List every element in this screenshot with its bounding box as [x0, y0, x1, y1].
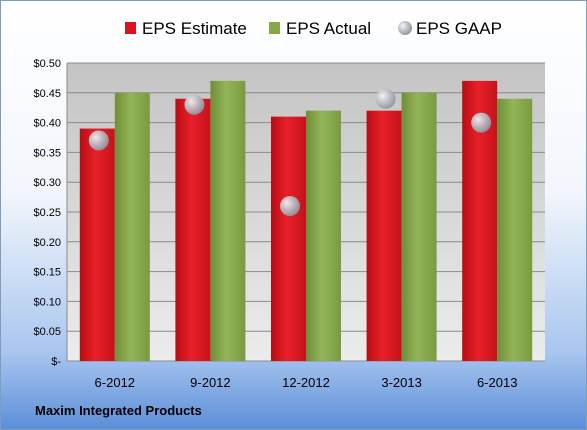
bar-eps-actual	[114, 92, 150, 362]
bar-eps-actual	[497, 98, 533, 361]
legend-swatch	[269, 22, 280, 34]
y-tick-label: $0.45	[33, 88, 61, 100]
point-eps-gaap	[184, 94, 205, 115]
bar-eps-estimate	[175, 98, 211, 361]
legend-label: EPS GAAP	[416, 19, 502, 38]
bars	[79, 80, 533, 362]
bar-eps-estimate	[366, 110, 402, 362]
y-tick-label: $0.20	[33, 237, 61, 249]
x-tick-label: 3-2013	[381, 375, 421, 390]
point-eps-gaap	[88, 130, 109, 151]
y-tick-label: $0.35	[33, 147, 61, 159]
gaap-points	[88, 88, 492, 217]
y-tick-label: $0.25	[33, 207, 61, 219]
x-tick-label: 6-2012	[95, 375, 135, 390]
x-tick-label: 6-2013	[477, 375, 517, 390]
x-tick-label: 9-2012	[190, 375, 230, 390]
bar-eps-estimate	[271, 116, 306, 361]
bar-eps-actual	[306, 110, 341, 362]
legend: EPS Estimate EPS Actual EPS GAAP	[125, 19, 502, 38]
y-tick-label: $0.40	[33, 118, 61, 130]
y-tick-label: $0.10	[33, 296, 61, 308]
legend-label: EPS Actual	[286, 19, 371, 38]
bar-eps-actual	[210, 80, 246, 361]
company-name: Maxim Integrated Products	[35, 403, 202, 418]
y-tick-label: $0.50	[33, 58, 61, 70]
bar-eps-actual	[401, 92, 437, 362]
legend-swatch	[125, 22, 136, 34]
y-tick-label: $0.30	[33, 177, 61, 189]
x-axis-ticks: 6-2012 9-2012 12-2012 3-2013 6-2013	[95, 375, 518, 390]
legend-label: EPS Estimate	[142, 19, 247, 38]
bar-eps-estimate	[79, 128, 115, 361]
legend-swatch-eps-gaap	[398, 21, 412, 35]
point-eps-gaap	[375, 88, 396, 109]
y-tick-label: $0.05	[33, 326, 61, 338]
y-tick-label: $0.15	[33, 267, 61, 279]
y-tick-label: $-	[51, 356, 61, 368]
x-tick-label: 12-2012	[282, 375, 330, 390]
point-eps-gaap	[280, 196, 300, 217]
y-axis-ticks: $- $0.05 $0.10 $0.15 $0.20 $0.25 $0.30 $0.35 $0.…	[33, 58, 61, 368]
point-eps-gaap	[471, 112, 492, 133]
